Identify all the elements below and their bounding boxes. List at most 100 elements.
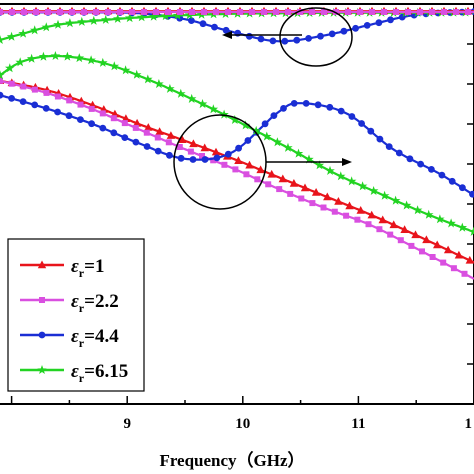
series-0-marker (443, 245, 453, 254)
x-tick-label: 11 (351, 416, 365, 432)
series-4-marker (211, 23, 218, 31)
series-2-marker (8, 95, 16, 102)
legend-entry-r-2-2: εr=2.2 (20, 291, 119, 315)
series-0-marker (334, 197, 343, 205)
series-5-marker (53, 19, 63, 29)
series-7-marker (393, 9, 399, 15)
series-1-marker (77, 101, 84, 108)
series-2-marker (428, 166, 435, 173)
series-0-marker (256, 165, 265, 174)
series-0-marker (422, 235, 431, 244)
series-2-marker (99, 124, 107, 132)
x-axis: 9 10 11 1 (10, 43, 474, 432)
series-3-marker (435, 214, 445, 224)
series-1-marker (132, 124, 139, 131)
series-0-marker (300, 183, 310, 192)
series-7-marker (225, 9, 231, 15)
series-0-marker (454, 250, 464, 259)
series-5-marker (148, 11, 159, 21)
series-3 (0, 51, 474, 236)
series-2-marker (261, 120, 269, 128)
series-5-marker (89, 15, 99, 25)
series-7-marker (381, 9, 387, 15)
series-5-marker (77, 16, 87, 26)
series-7-marker (441, 9, 447, 15)
series-3-marker (62, 51, 73, 61)
legend-label: εr=4.4 (71, 326, 119, 350)
series-7-marker (345, 9, 351, 15)
series-7-marker (453, 9, 459, 15)
series-1-marker (265, 181, 272, 188)
series-3-marker (197, 99, 208, 109)
series-7-marker (273, 9, 279, 15)
series-3-marker (98, 57, 108, 67)
series-1-marker (66, 97, 73, 104)
series-3-marker (379, 190, 390, 200)
series-1-marker (20, 83, 27, 90)
series-7-marker (285, 9, 291, 15)
series-2-marker (177, 154, 185, 162)
series-3-marker (176, 88, 186, 98)
series-7-marker (57, 9, 63, 15)
legend-label: εr=2.2 (71, 291, 119, 315)
series-2-marker (406, 155, 414, 163)
series-0-marker (166, 131, 176, 139)
series-4-marker (317, 32, 324, 40)
series-1-marker (165, 139, 172, 146)
series-3-marker (38, 51, 49, 61)
series-0-marker (400, 225, 409, 233)
series-0-marker (178, 135, 187, 143)
series-0-marker (278, 174, 287, 183)
series-0-marker (311, 188, 321, 196)
series-2-marker (224, 150, 232, 158)
series-line-2 (0, 94, 474, 197)
series-0-marker (411, 230, 420, 239)
series-5-marker (0, 35, 5, 44)
series-3-marker (368, 186, 379, 195)
series-2-marker (77, 116, 84, 123)
series-1-marker (343, 212, 350, 219)
series-4-marker (222, 26, 230, 34)
series-0-marker (189, 139, 198, 148)
series-3-marker (314, 160, 325, 170)
series-1-marker (376, 226, 383, 233)
series-0-marker (211, 147, 221, 156)
series-2-marker (42, 105, 50, 112)
series-4-marker (375, 19, 383, 27)
series-4-marker (199, 20, 207, 28)
series-7-marker (129, 9, 135, 15)
x-tick-label: 1 (465, 416, 473, 432)
series-3-marker (336, 171, 346, 181)
series-7-marker (45, 9, 51, 15)
series-4-marker (245, 32, 253, 40)
series-2-marker (385, 143, 393, 151)
series-0-marker (367, 210, 376, 219)
series-7-marker (297, 9, 303, 15)
series-3-marker (86, 55, 96, 65)
series-2-marker (132, 138, 140, 146)
series-1-marker (298, 195, 305, 202)
series-2-marker (235, 144, 243, 152)
legend-swatch-marker (37, 260, 47, 269)
series-7-marker (93, 9, 99, 15)
series-7-marker (429, 9, 435, 15)
series-3-marker (240, 120, 251, 130)
legend-swatch-marker (38, 331, 46, 339)
series-4-marker (257, 35, 265, 43)
series-1 (0, 77, 474, 280)
series-1-marker (387, 231, 394, 238)
annotation-arrow-left-head (222, 31, 232, 39)
series-1-marker (121, 120, 128, 127)
series-1-marker (176, 144, 183, 150)
series-2-marker (0, 91, 4, 99)
series-3-marker (346, 176, 357, 186)
series-1-marker (276, 186, 283, 193)
series-7-marker (81, 9, 87, 15)
series-0-marker (234, 156, 243, 164)
annotation-layer (173, 7, 353, 210)
series-1-marker (43, 89, 50, 96)
series-7-marker (405, 9, 411, 15)
series-1-marker (143, 129, 150, 136)
series-2-marker (448, 177, 456, 185)
